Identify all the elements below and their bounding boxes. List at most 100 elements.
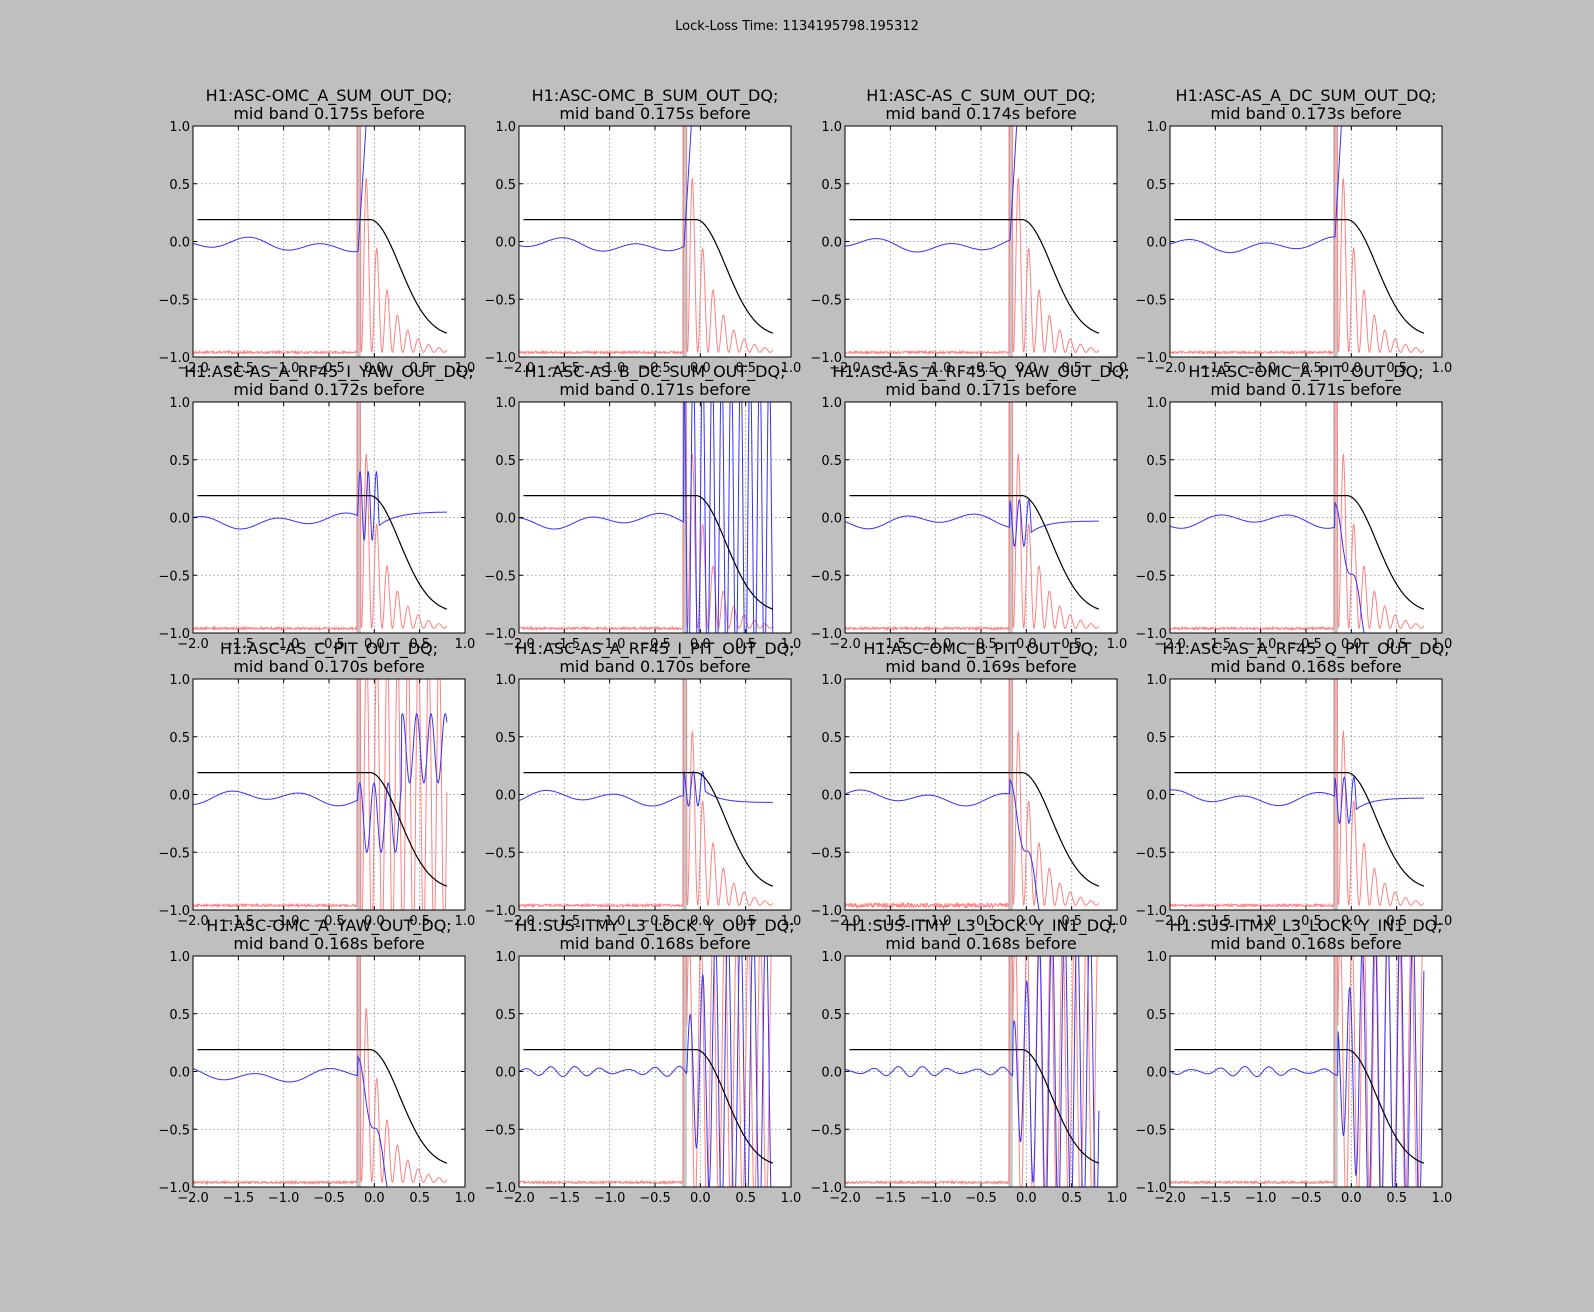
y-tick-label: 1.0: [495, 120, 516, 135]
black-envelope-line: [523, 219, 774, 334]
blue-series-line: [519, 402, 774, 633]
red-series-line: [845, 126, 1100, 356]
black-envelope-line: [1174, 219, 1425, 334]
x-tick-label: 0.0: [1016, 361, 1037, 376]
x-tick-label: −0.5: [1290, 637, 1322, 652]
black-envelope-line: [1174, 1049, 1425, 1164]
subplot-title-channel: H1:ASC-AS_B_DC_SUM_OUT_DQ;: [525, 362, 786, 382]
y-tick-label: −0.5: [810, 846, 842, 861]
blue-series-line: [845, 498, 1099, 548]
x-tick-label: −0.5: [639, 637, 671, 652]
lockloss-band: [682, 679, 687, 910]
subplot-title-channel: H1:ASC-OMC_A_SUM_OUT_DQ;: [206, 86, 453, 106]
x-tick-label: 0.0: [690, 637, 711, 652]
x-tick-label: 0.5: [409, 914, 430, 929]
subplot-title-channel: H1:SUS-ITMY_L3_LOCK_Y_OUT_DQ;: [515, 916, 794, 936]
x-tick-label: 1.0: [781, 914, 802, 929]
x-tick-label: −1.0: [268, 914, 300, 929]
subplot-grid: −2.0 −1.5 −1.0 −0.5 0.0 0.5 1.0 −1.0 −0.5 0.0 0.5 1…: [158, 86, 1453, 1206]
subplot-title-band: mid band 0.171s before: [559, 380, 750, 399]
x-tick-label: 1.0: [1107, 914, 1128, 929]
y-tick-label: 0.5: [169, 1008, 190, 1023]
figure-suptitle: Lock-Loss Time: 1134195798.195312: [675, 19, 919, 34]
y-tick-label: −1.0: [810, 1181, 842, 1196]
x-tick-label: −1.5: [223, 637, 255, 652]
y-tick-label: −1.0: [810, 351, 842, 366]
x-tick-label: 1.0: [1432, 637, 1453, 652]
y-tick-label: −1.0: [158, 351, 190, 366]
y-tick-label: 0.0: [821, 512, 842, 527]
x-tick-label: −2.0: [177, 914, 209, 929]
y-tick-label: 0.0: [169, 236, 190, 251]
x-tick-label: −0.5: [1290, 914, 1322, 929]
plot-area: [519, 402, 774, 633]
y-tick-label: 1.0: [821, 120, 842, 135]
subplot-title-band: mid band 0.175s before: [559, 104, 750, 123]
x-tick-label: 0.5: [1386, 914, 1407, 929]
black-envelope-line: [849, 495, 1100, 610]
x-tick-label: 0.5: [735, 637, 756, 652]
y-tick-label: 0.0: [1146, 1066, 1167, 1081]
y-tick-label: 0.0: [821, 1066, 842, 1081]
red-series-line: [845, 956, 1098, 1187]
y-tick-label: −1.0: [484, 351, 516, 366]
red-series-line: [519, 956, 772, 1187]
y-tick-label: −0.5: [1135, 1123, 1167, 1138]
y-tick-label: −1.0: [484, 1181, 516, 1196]
y-tick-label: −0.5: [1135, 569, 1167, 584]
x-tick-label: −1.0: [1245, 914, 1277, 929]
x-tick-label: 1.0: [1432, 1191, 1453, 1206]
x-tick-label: −0.5: [639, 914, 671, 929]
subplot: −2.0 −1.5 −1.0 −0.5 0.0 0.5 1.0 −1.0 −0.5 0.0 0.5 1…: [1135, 916, 1453, 1206]
x-tick-label: −2.0: [829, 361, 861, 376]
plot-area: [519, 679, 774, 910]
x-tick-label: −1.0: [920, 1191, 952, 1206]
subplot: −2.0 −1.5 −1.0 −0.5 0.0 0.5 1.0 −1.0 −0.5 0.0 0.5 1…: [484, 916, 801, 1206]
y-tick-label: 0.5: [495, 1008, 516, 1023]
x-tick-label: 0.5: [735, 914, 756, 929]
x-tick-label: −1.0: [594, 914, 626, 929]
x-tick-label: −1.5: [549, 637, 581, 652]
red-series-line: [1170, 402, 1425, 632]
y-tick-label: 0.0: [1146, 512, 1167, 527]
y-tick-label: −0.5: [158, 293, 190, 308]
x-tick-label: −1.5: [549, 914, 581, 929]
y-tick-label: −1.0: [158, 904, 190, 919]
subplot-title-band: mid band 0.174s before: [885, 104, 1076, 123]
x-tick-label: 1.0: [455, 1191, 476, 1206]
x-tick-label: 1.0: [455, 914, 476, 929]
y-tick-label: 1.0: [1146, 396, 1167, 411]
x-tick-label: −1.0: [1245, 637, 1277, 652]
subplot: −2.0 −1.5 −1.0 −0.5 0.0 0.5 1.0 −1.0 −0.5 0.0 0.5 1…: [810, 362, 1129, 652]
x-tick-label: 1.0: [1107, 1191, 1128, 1206]
y-tick-label: −1.0: [484, 627, 516, 642]
black-envelope-line: [197, 495, 448, 610]
lockloss-band: [682, 956, 687, 1187]
lockloss-band: [1333, 679, 1338, 910]
x-tick-label: −1.0: [1245, 1191, 1277, 1206]
x-tick-label: −1.5: [1200, 914, 1232, 929]
plot-area: [845, 956, 1100, 1187]
x-tick-label: 0.5: [1386, 637, 1407, 652]
subplot-title-channel: H1:ASC-AS_A_RF45_Q_YAW_OUT_DQ;: [832, 362, 1129, 382]
y-tick-label: 0.5: [169, 454, 190, 469]
x-tick-label: 1.0: [1432, 361, 1453, 376]
lockloss-band: [356, 402, 361, 633]
y-tick-label: 0.5: [169, 178, 190, 193]
x-tick-label: 0.0: [1016, 637, 1037, 652]
black-envelope-line: [1174, 772, 1425, 887]
y-tick-label: −0.5: [810, 1123, 842, 1138]
red-series-line: [519, 679, 774, 909]
subplot-title-band: mid band 0.168s before: [1210, 934, 1401, 953]
x-tick-label: −0.5: [965, 361, 997, 376]
blue-series-line: [193, 471, 447, 541]
x-tick-label: −1.5: [549, 361, 581, 376]
subplot-title-channel: H1:ASC-AS_A_RF45_I_PIT_OUT_DQ;: [515, 639, 794, 659]
y-tick-label: 0.5: [495, 178, 516, 193]
y-tick-label: 1.0: [495, 396, 516, 411]
plot-area: [519, 126, 774, 357]
black-envelope-line: [849, 219, 1100, 334]
y-tick-label: −0.5: [158, 569, 190, 584]
y-tick-label: 0.0: [495, 512, 516, 527]
x-tick-label: −2.0: [1154, 914, 1186, 929]
